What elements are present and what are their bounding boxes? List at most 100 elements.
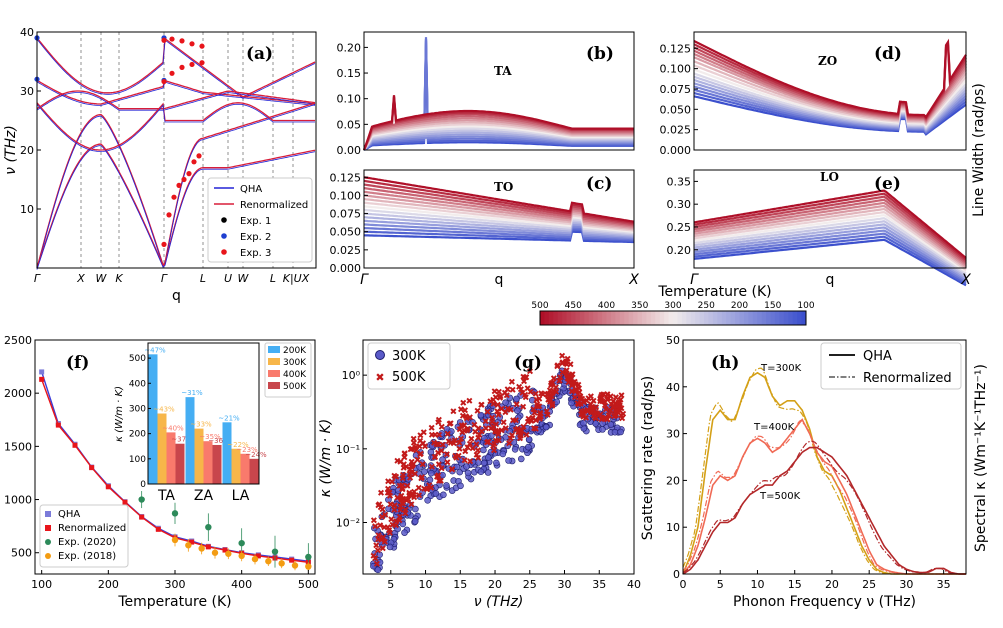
scatter-300k-point [515, 434, 522, 441]
y-tick-label: 0.30 [667, 198, 692, 211]
scatter-300k-point [395, 476, 403, 484]
renormalized-branch [36, 90, 316, 110]
scatter-500k-point: ✖ [482, 425, 490, 435]
scatter-500k-point: ✖ [419, 461, 427, 471]
exp-3-point [189, 61, 195, 68]
scatter-500k-point: ✖ [528, 417, 536, 427]
y-tick-label: 0.000 [660, 144, 692, 157]
scatter-300k-point [374, 566, 382, 574]
scatter-500k-point: ✖ [466, 458, 474, 468]
scatter-500k-point: ✖ [536, 409, 544, 419]
panel-label: (c) [586, 174, 612, 194]
panel-label: (g) [514, 353, 542, 373]
scatter-300k-point [540, 409, 547, 417]
linewidth-curve [363, 183, 635, 226]
scatter-300k-point [386, 543, 394, 551]
scatter-500k-point: ✖ [547, 380, 555, 390]
colorbar-segment [619, 311, 625, 325]
scatter-500k-point: ✖ [613, 407, 621, 417]
panel-label: (b) [586, 44, 614, 64]
linewidth-curve [363, 212, 635, 236]
scatter-500k-point: ✖ [549, 400, 557, 410]
scatter-300k-point [493, 459, 500, 467]
scatter-500k-point: ✖ [562, 359, 570, 369]
scatter-500k-point: ✖ [558, 360, 566, 370]
scatter-500k-point: ✖ [495, 436, 503, 446]
exp-marker [198, 545, 205, 552]
y-axis-label: Spectral κ (Wm⁻¹K⁻¹THz⁻¹) [973, 364, 989, 552]
scatter-300k-point [514, 414, 522, 421]
scatter-500k-point: ✖ [615, 399, 623, 409]
exp-marker [171, 510, 179, 517]
linewidth-curve [363, 201, 635, 232]
scatter-500k-point: ✖ [527, 417, 535, 427]
scatter-300k-point [394, 487, 402, 494]
scatter-500k-point: ✖ [584, 406, 592, 416]
scatter-300k-point [477, 468, 485, 475]
scatter-500k-point: ✖ [397, 502, 405, 512]
y-axis-label: ν (THz) [3, 125, 19, 175]
colorbar-segment [801, 311, 807, 325]
legend-marker [45, 553, 51, 559]
inset-bar [212, 444, 222, 484]
scatter-500k-point: ✖ [385, 527, 393, 537]
inset-legend-swatch [268, 370, 280, 377]
scatter-500k-point: ✖ [464, 443, 472, 453]
scatter-500k-point: ✖ [455, 452, 463, 462]
legend-box [207, 177, 313, 263]
scatter-300k-point [442, 451, 450, 459]
exp-3-point [176, 182, 182, 188]
scatter-500k-point: ✖ [531, 409, 539, 419]
scatter-500k-point: ✖ [434, 449, 442, 459]
exp-marker [171, 536, 179, 544]
scatter-500k-point: ✖ [409, 461, 417, 471]
kappa-axis-label: κ (W/m · K) [318, 419, 334, 497]
panel-e: 0.20 0.25 0.30 0.35 (e) LO Γ q X Line Width (rad/… [667, 83, 988, 288]
y-tick-label: 10⁰ [342, 369, 361, 382]
plot-frame [682, 339, 967, 575]
scatter-500k-point: ✖ [602, 406, 610, 416]
scatter-500k-point: ✖ [492, 437, 500, 447]
colorbar-segment [797, 311, 803, 325]
scatter-500k-point: ✖ [426, 481, 434, 491]
scatter-500k-point: ✖ [598, 415, 606, 425]
scatter-500k-point: ✖ [603, 415, 611, 425]
x-tick-label: 30 [558, 578, 572, 591]
scatter-500k-point: ✖ [417, 474, 425, 484]
linewidth-curve [363, 219, 635, 239]
inset-bar [175, 443, 185, 484]
scatter-500k-point: ✖ [618, 391, 626, 401]
scatter-500k-point: ✖ [590, 412, 598, 422]
scatter-500k-point: ✖ [487, 398, 495, 408]
linewidth-curve [363, 216, 635, 237]
temperature-annotation: T=300K [760, 363, 802, 374]
scatter-500k-point: ✖ [544, 411, 552, 421]
scatter-500k-point: ✖ [381, 538, 389, 548]
scatter-500k-point: ✖ [494, 431, 502, 441]
scatter-500k-point: ✖ [401, 509, 409, 519]
scatter-500k-point: ✖ [520, 373, 528, 383]
colorbar-segment [761, 311, 767, 325]
scatter-300k-point [480, 434, 488, 442]
colorbar-segment [792, 311, 798, 325]
scatter-500k-point: ✖ [537, 413, 545, 423]
legend-box [820, 342, 962, 390]
scatter-500k-point: ✖ [503, 392, 511, 402]
scatter-500k-point: ✖ [407, 445, 415, 455]
colorbar-segment [757, 311, 763, 325]
scatter-300k-point [542, 423, 550, 431]
panel-g: ✖✖✖✖ ✖✖ ✖✖✖✖✖✖✖✖✖✖✖✖✖✖✖✖✖✖✖✖ ✖✖ ✖✖✖✖✖✖✖✖✖✖✖✖… [318, 339, 656, 610]
scatter-500k-point: ✖ [544, 390, 552, 400]
scatter-500k-point: ✖ [515, 383, 523, 393]
linewidth-curve [693, 38, 967, 119]
linewidth-curve [693, 64, 967, 127]
scatter-300k-point [471, 442, 478, 450]
y-tick-label: 0.075 [330, 208, 362, 221]
scatter-500k-point: ✖ [604, 415, 612, 425]
scatter-500k-point: ✖ [612, 409, 620, 419]
exp-marker [291, 562, 299, 569]
scatter-500k-point: ✖ [450, 408, 458, 418]
scatter-300k-point [480, 446, 487, 454]
scatter-500k-point: ✖ [386, 492, 394, 502]
colorbar-tick-label: 450 [565, 301, 582, 311]
